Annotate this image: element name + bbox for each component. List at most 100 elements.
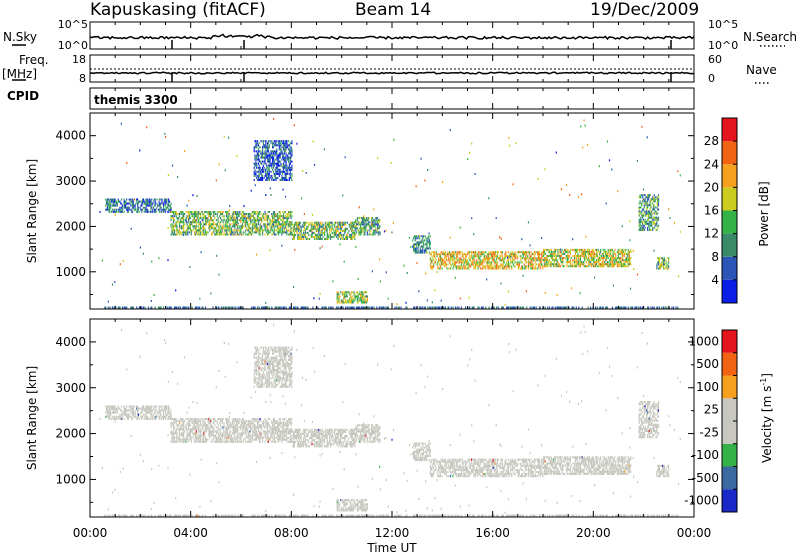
- power-cell: [642, 208, 644, 211]
- power-cell: [262, 179, 264, 181]
- power-cell: [265, 144, 267, 147]
- power-cell: [180, 227, 182, 230]
- power-cell: [210, 225, 212, 228]
- power-cell: [611, 263, 613, 266]
- power-cell: [198, 221, 200, 224]
- power-cell: [493, 251, 495, 254]
- power-cell: [300, 197, 303, 200]
- power-cell: [345, 306, 347, 309]
- power-cell: [486, 259, 488, 262]
- power-cell: [613, 259, 615, 262]
- power-cell: [282, 152, 284, 155]
- power-cell: [418, 245, 420, 248]
- power-cell: [638, 224, 640, 227]
- power-cell: [125, 306, 127, 309]
- power-cell: [171, 229, 173, 232]
- power-cell: [258, 174, 260, 177]
- power-cell: [463, 259, 465, 262]
- power-cell: [433, 265, 435, 268]
- power-cell: [236, 221, 238, 224]
- power-cell: [630, 248, 632, 251]
- power-cell: [369, 231, 371, 234]
- power-cell: [329, 227, 331, 230]
- power-cell: [194, 306, 197, 309]
- power-cell: [538, 265, 540, 268]
- power-cell: [166, 202, 168, 205]
- power-cell: [260, 227, 262, 230]
- power-cell: [653, 249, 655, 252]
- power-cell: [576, 248, 578, 251]
- power-cell: [621, 253, 623, 255]
- power-cell: [266, 177, 268, 179]
- power-cell: [264, 219, 266, 222]
- power-cell: [289, 156, 291, 159]
- velocity-cell: [126, 409, 128, 412]
- power-cell: [471, 257, 473, 260]
- power-cell: [604, 248, 606, 251]
- power-cell: [610, 250, 612, 253]
- power-cell: [481, 306, 483, 309]
- power-cell: [440, 306, 442, 309]
- power-cell: [639, 227, 641, 230]
- power-cell: [109, 200, 111, 203]
- power-cell: [480, 263, 482, 266]
- power-cell: [271, 213, 273, 215]
- power-cell: [440, 257, 442, 260]
- power-cell: [164, 132, 166, 135]
- power-cell: [647, 198, 650, 201]
- power-cell: [376, 231, 378, 234]
- power-cell: [387, 297, 389, 300]
- power-cell: [311, 227, 313, 230]
- power-cell: [277, 170, 279, 173]
- power-cell: [218, 211, 220, 213]
- power-cell: [199, 306, 201, 309]
- power-cell: [559, 265, 561, 268]
- power-cell: [621, 265, 623, 268]
- power-cell: [317, 225, 319, 228]
- power-cell: [530, 257, 532, 260]
- power-cell: [539, 265, 541, 268]
- power-cell: [264, 229, 266, 232]
- power-cell: [627, 306, 629, 309]
- power-cell: [452, 261, 454, 264]
- power-cell: [194, 225, 196, 228]
- power-cell: [117, 306, 119, 309]
- power-cell: [214, 227, 216, 230]
- power-cell: [324, 221, 327, 224]
- power-cell: [505, 265, 507, 268]
- power-cell: [513, 253, 515, 256]
- power-cell: [499, 257, 501, 260]
- power-cell: [246, 227, 248, 230]
- power-cell: [254, 168, 256, 171]
- power-cell: [282, 227, 284, 230]
- power-cell: [234, 213, 236, 215]
- power-cell: [616, 306, 618, 309]
- power-cell: [282, 142, 285, 145]
- power-cell: [420, 235, 422, 238]
- power-cell: [489, 265, 491, 268]
- power-cell: [559, 251, 561, 254]
- power-cell: [337, 221, 339, 224]
- power-cell: [281, 233, 283, 236]
- power-cell: [297, 236, 299, 238]
- power-cell: [242, 211, 244, 213]
- power-cell: [629, 239, 631, 242]
- power-cell: [451, 253, 453, 256]
- power-cell: [497, 267, 499, 270]
- power-cell: [291, 211, 293, 213]
- power-cell: [244, 231, 246, 234]
- power-cell: [182, 215, 184, 218]
- power-cell: [601, 306, 603, 309]
- y-tick-label: 3000: [55, 174, 86, 188]
- power-cell: [199, 233, 201, 236]
- power-cell: [297, 223, 299, 226]
- power-cell: [181, 219, 183, 222]
- power-cell: [521, 267, 523, 270]
- power-cell: [285, 140, 287, 143]
- power-cell: [654, 218, 656, 221]
- power-cell: [577, 263, 579, 266]
- power-cell: [289, 215, 291, 218]
- power-cell: [273, 174, 275, 177]
- power-cell: [272, 217, 274, 220]
- power-cell: [105, 208, 107, 211]
